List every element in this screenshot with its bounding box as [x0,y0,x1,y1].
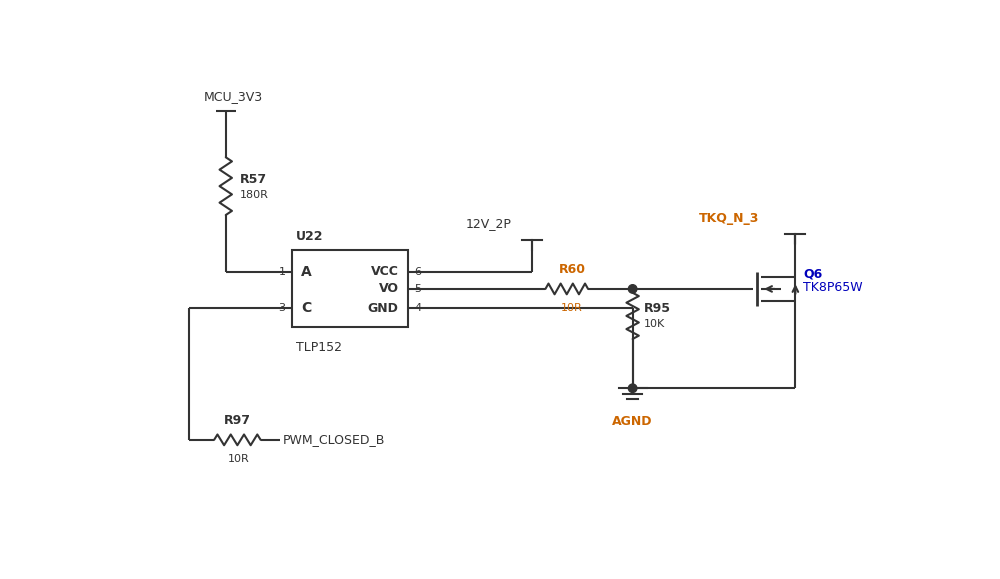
Text: 10R: 10R [561,303,582,313]
Text: MCU_3V3: MCU_3V3 [204,90,263,104]
Text: VO: VO [379,283,399,295]
Text: TLP152: TLP152 [296,341,342,354]
Text: R97: R97 [223,414,250,427]
Text: PWM_CLOSED_B: PWM_CLOSED_B [282,433,385,446]
Text: TKQ_N_3: TKQ_N_3 [698,212,759,225]
Text: 10K: 10K [644,318,666,328]
Text: R95: R95 [644,302,671,314]
Text: VCC: VCC [371,266,399,278]
Bar [292,251,408,328]
Text: R57: R57 [240,174,267,186]
Text: 180R: 180R [240,190,269,200]
Text: 6: 6 [414,267,421,277]
Text: C: C [301,301,311,315]
Text: Q6: Q6 [803,267,822,280]
Text: 5: 5 [414,284,421,294]
Circle shape [628,384,637,393]
Circle shape [628,285,637,293]
Text: R60: R60 [559,263,586,276]
Text: 12V_2P: 12V_2P [466,217,512,230]
Text: GND: GND [368,302,399,314]
Text: 3: 3 [278,303,285,313]
Text: 1: 1 [278,267,285,277]
Text: U22: U22 [296,230,323,243]
Text: AGND: AGND [612,415,653,428]
Text: 10R: 10R [228,454,250,464]
Text: 4: 4 [414,303,421,313]
Text: A: A [301,265,312,279]
Text: TK8P65W: TK8P65W [803,281,863,294]
